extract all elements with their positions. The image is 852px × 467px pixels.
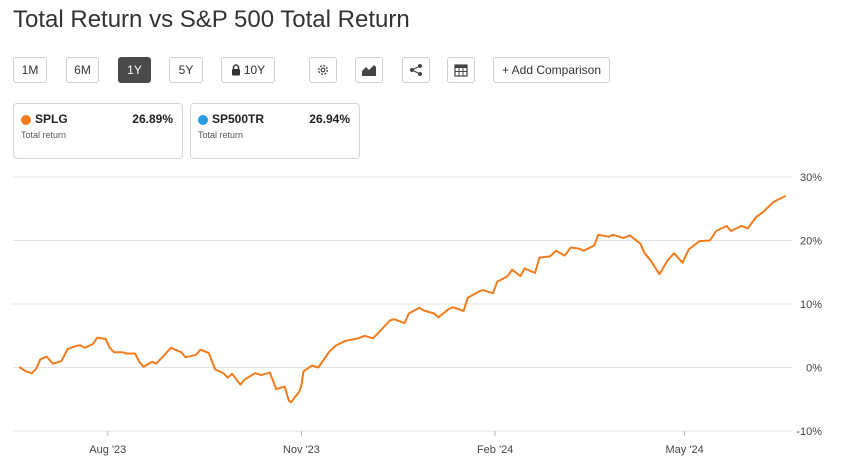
range-10y-button[interactable]: 10Y (221, 57, 275, 83)
chart-type-button[interactable] (355, 57, 383, 83)
y-tick-label: 10% (800, 299, 822, 311)
series-color-dot (198, 115, 208, 125)
x-tick-label: Nov '23 (283, 444, 320, 456)
area-chart-icon (361, 63, 377, 77)
range-1y-button[interactable]: 1Y (118, 57, 151, 83)
legend-label: Total return (21, 130, 67, 140)
range-6m-button[interactable]: 6M (66, 57, 99, 83)
legend-card-splg[interactable]: SPLG 26.89% Total return (13, 103, 183, 159)
table-view-button[interactable] (447, 57, 475, 83)
range-10y-label: 10Y (243, 63, 266, 77)
legend-value: 26.89% (132, 112, 173, 126)
y-tick-label: 20% (800, 236, 822, 248)
legend-ticker: SPLG (35, 112, 68, 126)
legend-ticker: SP500TR (212, 112, 265, 126)
lock-icon (231, 64, 241, 76)
page-title: Total Return vs S&P 500 Total Return (13, 6, 410, 33)
x-tick-label: Aug '23 (89, 444, 126, 456)
x-tick-label: Feb '24 (477, 444, 513, 456)
range-5y-button[interactable]: 5Y (169, 57, 203, 83)
series-line-splg (18, 195, 787, 404)
legend-card-sp500tr[interactable]: SP500TR 26.94% Total return (190, 103, 360, 159)
share-icon (409, 63, 423, 77)
return-line-chart: 30% 20% 10% 0% -10% Aug '23 Nov '23 Feb '24 May … (13, 172, 822, 456)
range-1m-button[interactable]: 1M (13, 57, 47, 83)
gear-icon (316, 63, 330, 77)
y-tick-label: -10% (796, 426, 822, 438)
legend-value: 26.94% (309, 112, 350, 126)
table-icon (454, 63, 468, 77)
series-color-dot (21, 115, 31, 125)
y-tick-label: 30% (800, 172, 822, 184)
add-comparison-button[interactable]: + Add Comparison (493, 57, 610, 83)
share-button[interactable] (402, 57, 430, 83)
y-tick-label: 0% (806, 363, 822, 375)
x-tick-label: May '24 (666, 444, 704, 456)
legend-label: Total return (198, 130, 244, 140)
settings-button[interactable] (309, 57, 337, 83)
